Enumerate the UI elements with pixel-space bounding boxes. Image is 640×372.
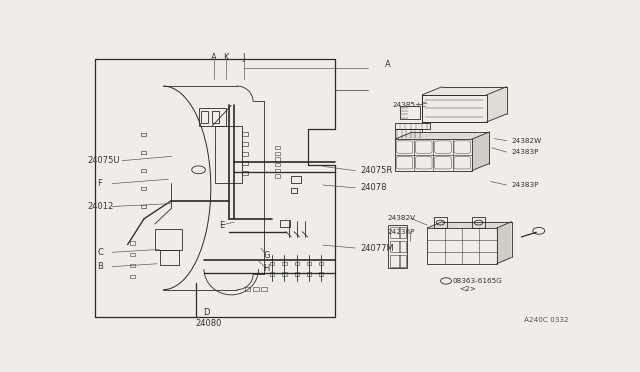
Bar: [261, 287, 267, 291]
Bar: [275, 146, 280, 149]
Bar: [131, 253, 135, 256]
Bar: [390, 227, 401, 238]
Bar: [399, 255, 406, 267]
Polygon shape: [486, 87, 507, 122]
Bar: [198, 108, 226, 126]
Bar: [294, 272, 299, 276]
Bar: [291, 176, 301, 183]
Bar: [131, 241, 135, 244]
Bar: [161, 250, 179, 265]
Text: A240C 0332: A240C 0332: [524, 317, 568, 323]
Bar: [399, 241, 406, 252]
Polygon shape: [428, 222, 511, 228]
Bar: [242, 171, 248, 175]
Text: 24382W: 24382W: [511, 138, 542, 144]
Bar: [307, 272, 311, 276]
Bar: [155, 229, 182, 250]
Bar: [319, 272, 323, 276]
Polygon shape: [497, 222, 511, 264]
Bar: [422, 95, 486, 122]
Bar: [275, 163, 280, 166]
Bar: [395, 124, 429, 129]
Bar: [307, 262, 311, 265]
Bar: [388, 225, 408, 268]
Bar: [141, 151, 146, 154]
Text: 24077M: 24077M: [360, 244, 394, 253]
Bar: [242, 161, 248, 165]
Bar: [395, 139, 472, 171]
Text: H: H: [264, 264, 270, 273]
Polygon shape: [472, 132, 489, 171]
Bar: [422, 95, 486, 122]
Bar: [270, 272, 275, 276]
Bar: [399, 227, 406, 238]
Text: 24383P: 24383P: [511, 182, 539, 188]
Text: K: K: [223, 53, 229, 62]
Text: A: A: [211, 53, 217, 62]
Bar: [242, 132, 248, 136]
Text: D: D: [204, 308, 210, 317]
Text: 24382V: 24382V: [388, 215, 415, 221]
Bar: [141, 169, 146, 172]
Polygon shape: [395, 132, 489, 139]
Bar: [215, 126, 242, 183]
Text: 24078: 24078: [360, 183, 387, 192]
Text: 24236P: 24236P: [388, 229, 415, 235]
Bar: [395, 129, 422, 138]
Text: <2>: <2>: [460, 286, 476, 292]
Bar: [282, 262, 287, 265]
Text: 24385+C: 24385+C: [392, 102, 427, 108]
Bar: [141, 133, 146, 136]
Bar: [400, 106, 420, 119]
Text: A: A: [385, 60, 391, 69]
Text: F: F: [97, 179, 102, 188]
Bar: [291, 188, 297, 193]
Bar: [131, 275, 135, 278]
Bar: [434, 217, 447, 228]
Text: C: C: [97, 248, 103, 257]
Bar: [131, 264, 135, 267]
Text: 24383P: 24383P: [511, 149, 539, 155]
Text: 24080: 24080: [196, 320, 222, 328]
Bar: [275, 152, 280, 155]
Bar: [282, 272, 287, 276]
Text: 24075U: 24075U: [88, 156, 120, 165]
Bar: [201, 110, 208, 124]
Bar: [428, 228, 497, 264]
Text: 24075R: 24075R: [360, 166, 392, 175]
Bar: [253, 287, 259, 291]
Text: E: E: [219, 221, 224, 230]
Bar: [141, 187, 146, 190]
Text: B: B: [97, 262, 103, 271]
Bar: [275, 174, 280, 177]
Bar: [245, 287, 250, 291]
Bar: [242, 152, 248, 155]
Bar: [212, 110, 219, 124]
Bar: [280, 220, 290, 227]
Bar: [472, 217, 485, 228]
Text: 08363-6165G: 08363-6165G: [453, 278, 503, 284]
Text: 24012: 24012: [88, 202, 114, 211]
Text: J: J: [243, 53, 245, 62]
Bar: [390, 241, 401, 252]
Bar: [242, 142, 248, 146]
Bar: [390, 255, 401, 267]
Text: G: G: [264, 251, 270, 260]
Polygon shape: [422, 87, 507, 95]
Bar: [270, 262, 275, 265]
Bar: [275, 157, 280, 161]
Bar: [319, 262, 323, 265]
Bar: [294, 262, 299, 265]
Bar: [141, 205, 146, 208]
Bar: [275, 169, 280, 172]
